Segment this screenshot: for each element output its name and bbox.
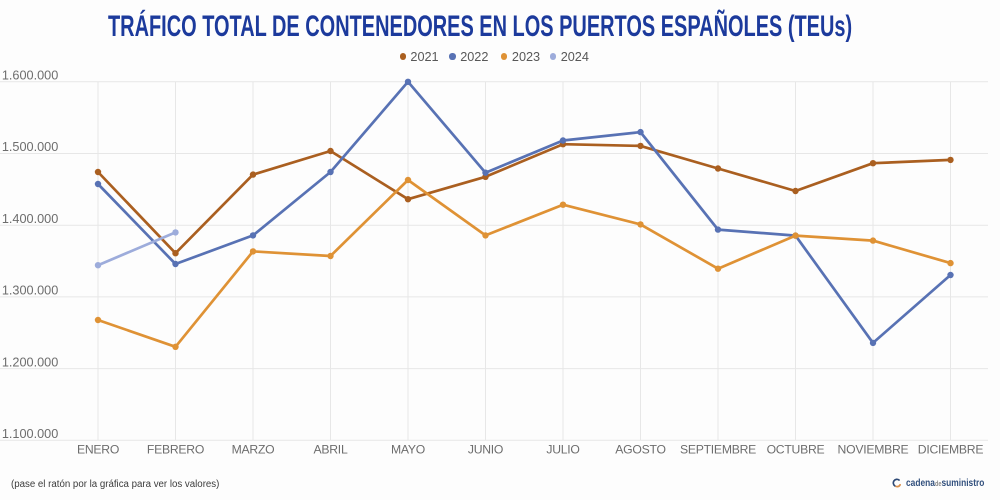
svg-text:1.500.000: 1.500.000: [2, 140, 58, 154]
svg-text:1.100.000: 1.100.000: [2, 427, 58, 441]
svg-text:1.400.000: 1.400.000: [2, 212, 58, 226]
svg-text:1.600.000: 1.600.000: [2, 69, 58, 83]
svg-text:FEBRERO: FEBRERO: [147, 443, 204, 457]
svg-text:AGOSTO: AGOSTO: [615, 443, 665, 457]
svg-text:NOVIEMBRE: NOVIEMBRE: [838, 443, 909, 457]
svg-text:MARZO: MARZO: [232, 443, 275, 457]
svg-text:1.200.000: 1.200.000: [2, 355, 58, 369]
svg-text:JULIO: JULIO: [546, 443, 579, 457]
svg-text:ENERO: ENERO: [77, 443, 119, 457]
svg-text:JUNIO: JUNIO: [468, 443, 503, 457]
svg-text:SEPTIEMBRE: SEPTIEMBRE: [680, 443, 756, 457]
svg-text:1.300.000: 1.300.000: [2, 284, 58, 298]
svg-text:DICIEMBRE: DICIEMBRE: [918, 443, 984, 457]
svg-text:OCTUBRE: OCTUBRE: [767, 443, 825, 457]
svg-text:MAYO: MAYO: [391, 443, 425, 457]
svg-text:ABRIL: ABRIL: [314, 443, 348, 457]
